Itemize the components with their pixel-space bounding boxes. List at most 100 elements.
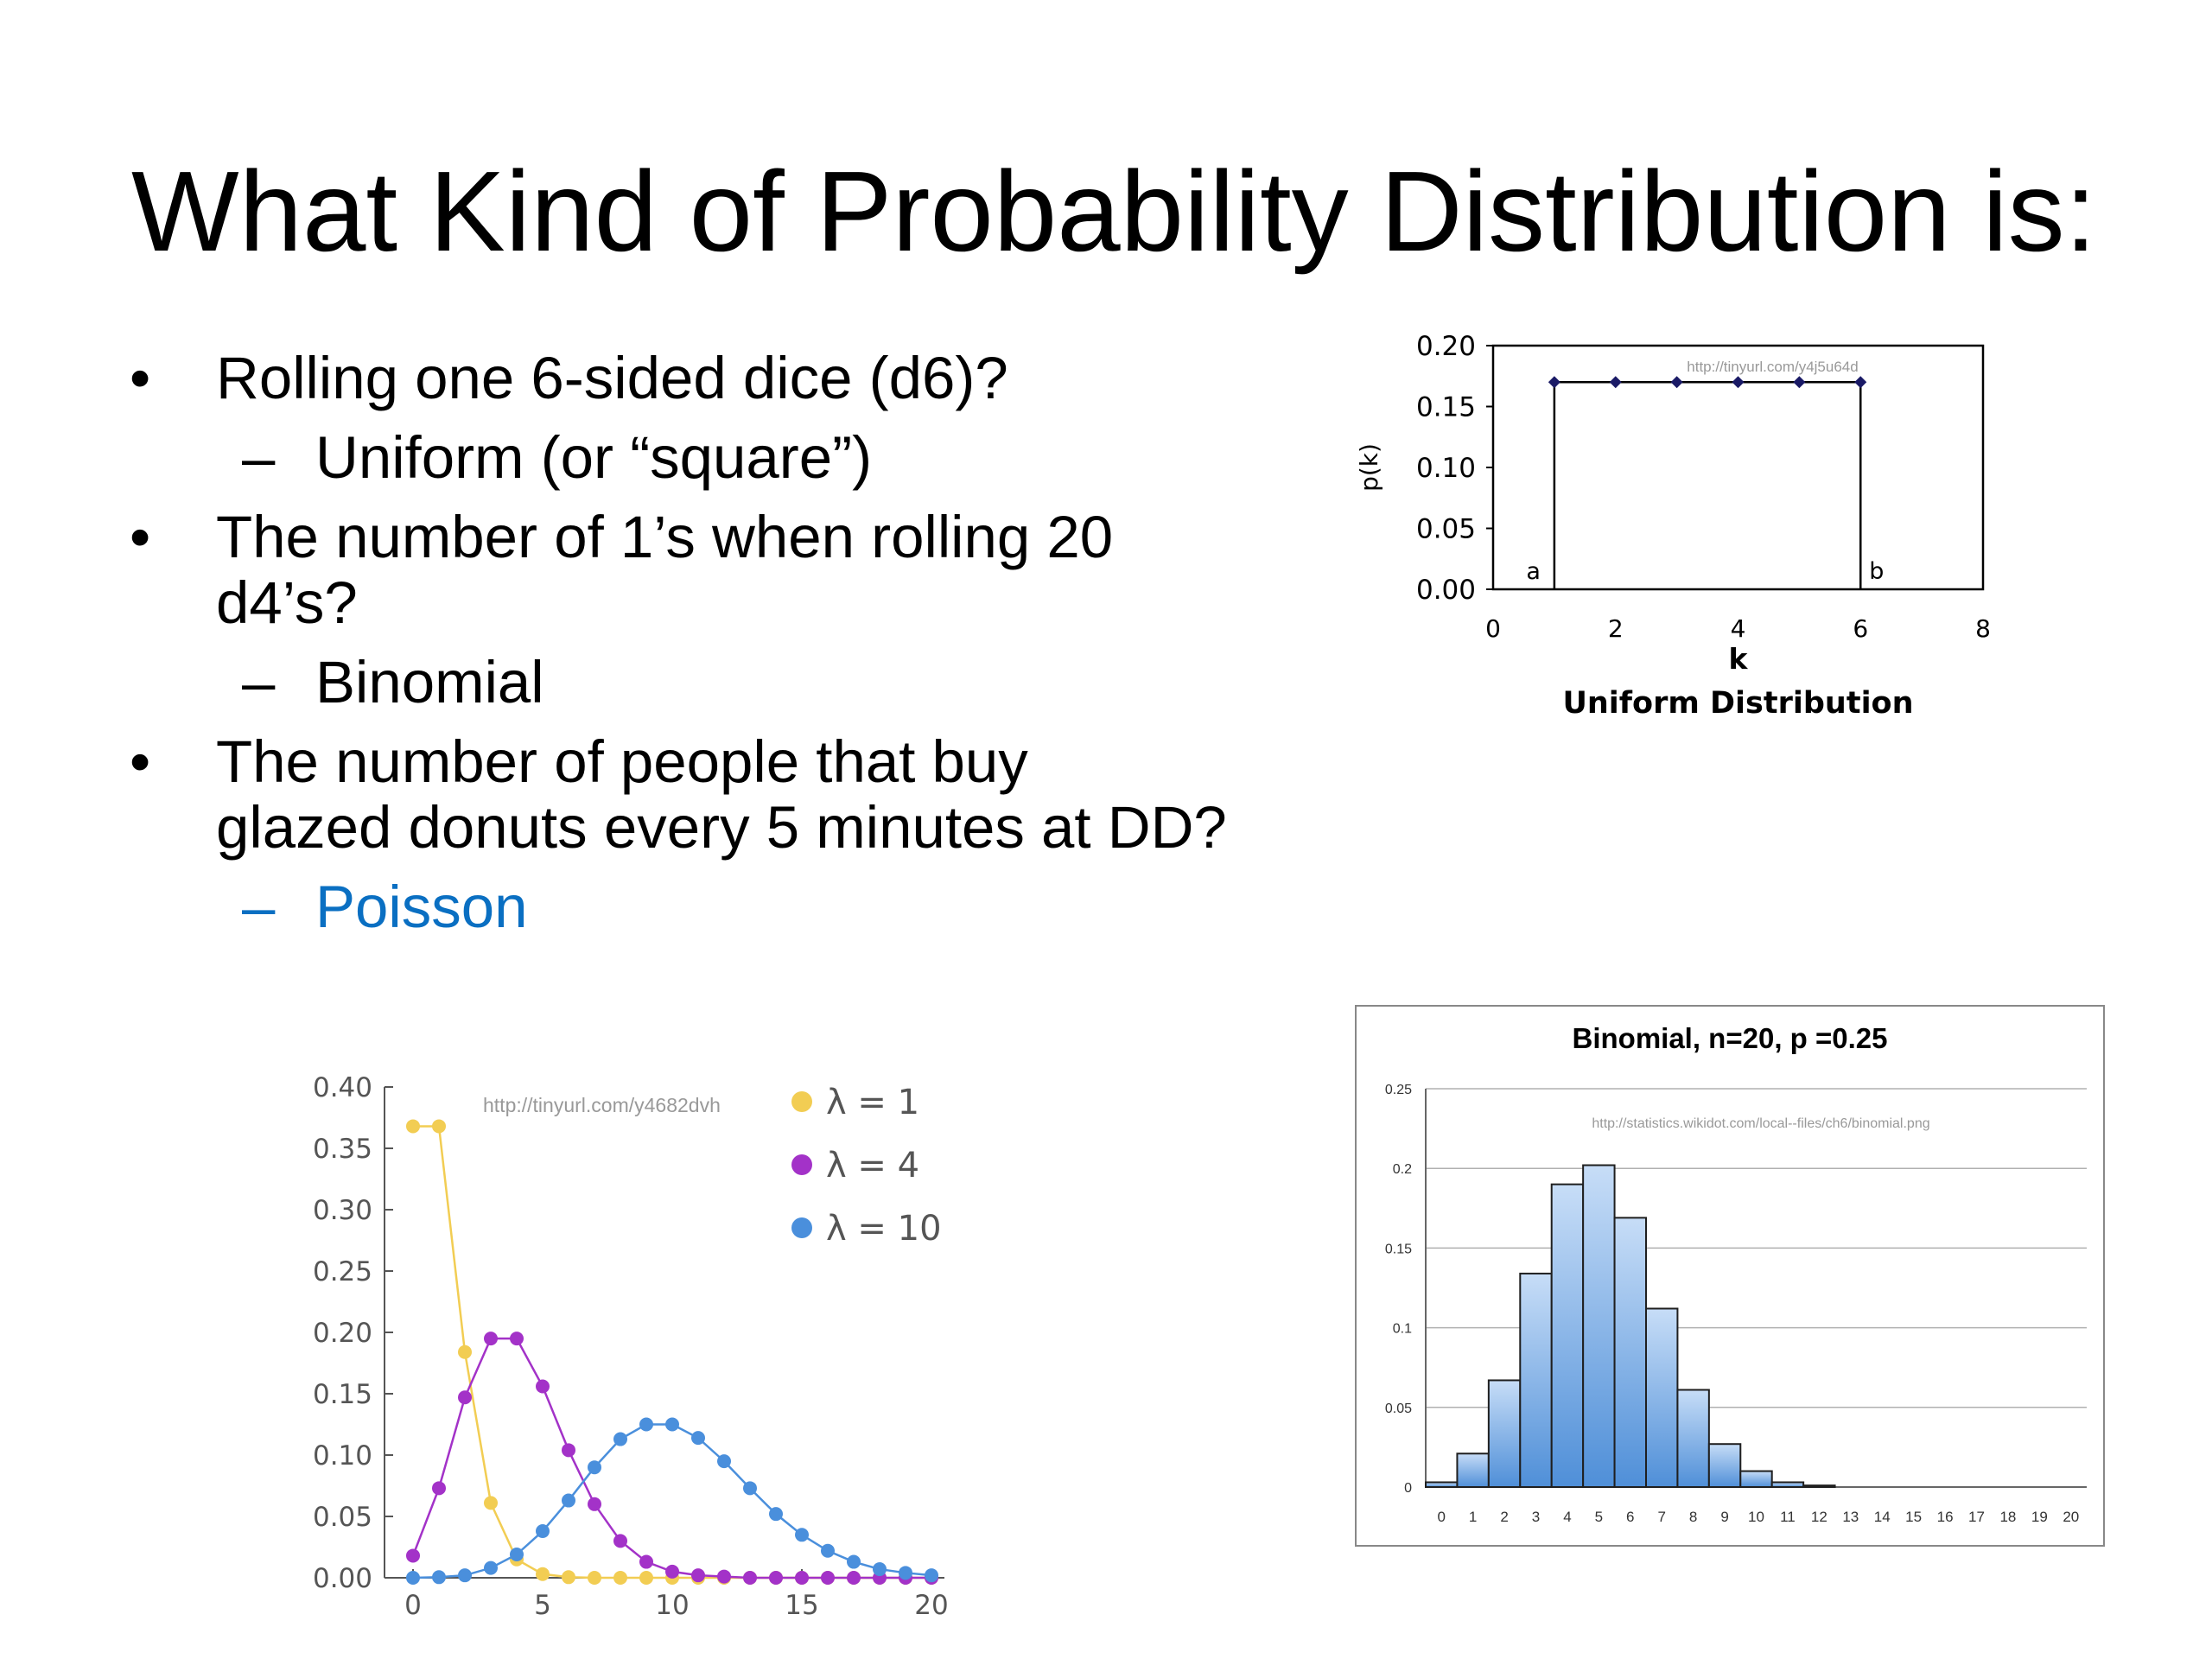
series-point-2 — [691, 1431, 705, 1446]
x-tick-label: 20 — [914, 1590, 948, 1621]
x-tick-label: 5 — [1595, 1509, 1603, 1525]
series-point-1 — [562, 1443, 575, 1458]
series-point-1 — [484, 1332, 498, 1346]
dash-marker: – — [242, 649, 276, 715]
y-tick-label: 0.1 — [1393, 1322, 1412, 1337]
y-tick-label: 0.15 — [313, 1379, 372, 1410]
series-point-2 — [769, 1507, 783, 1522]
x-tick-label: 9 — [1720, 1509, 1728, 1525]
series-point-0 — [562, 1570, 575, 1585]
uniform-point — [1670, 376, 1683, 389]
uniform-point — [1609, 376, 1622, 389]
x-tick-label: 6 — [1626, 1509, 1634, 1525]
chart-title: Binomial, n=20, p =0.25 — [1573, 1022, 1888, 1054]
bullet-donuts-line-1: The number of people that buy — [216, 728, 1028, 795]
x-tick-label: 17 — [1968, 1509, 1985, 1525]
series-point-2 — [510, 1548, 524, 1562]
y-tick-label: 0.25 — [313, 1256, 372, 1287]
uniform-point — [1854, 376, 1867, 389]
legend-marker — [791, 1154, 812, 1175]
answer-uniform-text: Uniform (or “square”) — [315, 424, 873, 491]
series-point-1 — [795, 1571, 809, 1585]
x-tick-label: 8 — [1689, 1509, 1697, 1525]
answer-uniform: – Uniform (or “square”) — [130, 425, 1339, 491]
series-point-1 — [536, 1379, 550, 1394]
legend-label: λ = 1 — [826, 1083, 919, 1122]
series-point-2 — [432, 1570, 446, 1585]
x-tick-label: 10 — [1748, 1509, 1764, 1525]
slide-title: What Kind of Probability Distribution is… — [131, 148, 2097, 275]
bar — [1739, 1470, 1773, 1488]
uniform-point — [1548, 376, 1560, 389]
series-point-2 — [588, 1460, 601, 1475]
x-tick-label: 4 — [1731, 614, 1746, 643]
y-tick-label: 0.00 — [1416, 575, 1476, 606]
series-point-1 — [717, 1569, 731, 1584]
x-axis-label: k — [1729, 642, 1749, 676]
bar — [1550, 1183, 1585, 1488]
series-point-0 — [588, 1571, 601, 1585]
bar — [1676, 1389, 1710, 1488]
legend-label: λ = 4 — [826, 1146, 919, 1185]
binomial-distribution-chart: Binomial, n=20, p =0.25 0 0.05 0.1 0.15 0.2 0.… — [1355, 1005, 2105, 1547]
bullet-marker: • — [130, 504, 151, 570]
bullet-list: • Rolling one 6-sided dice (d6)? – Unifo… — [130, 346, 1339, 954]
bullet-donuts-line-2: glazed donuts every 5 minutes at DD? — [216, 794, 1227, 861]
x-tick-label: 10 — [655, 1590, 689, 1621]
series-point-2 — [484, 1560, 498, 1575]
x-tick-label: 16 — [1937, 1509, 1954, 1525]
series-line-1 — [411, 1337, 931, 1580]
y-tick-label: 0.00 — [313, 1563, 372, 1594]
uniform-distribution-chart: http://tinyurl.com/y4j5u64d 0.00 0.05 0.10 0… — [1355, 333, 1991, 721]
legend-label: λ = 10 — [826, 1209, 942, 1249]
x-tick-label: 11 — [1780, 1509, 1796, 1525]
series-point-1 — [432, 1481, 446, 1496]
series-point-0 — [639, 1571, 653, 1585]
series-point-2 — [795, 1528, 809, 1542]
bullet-d4-line-2: d4’s? — [216, 569, 358, 636]
x-tick-label: 7 — [1657, 1509, 1665, 1525]
dash-marker: – — [242, 874, 276, 940]
series-point-2 — [899, 1566, 912, 1580]
series-point-1 — [691, 1568, 705, 1583]
series-point-2 — [613, 1432, 627, 1446]
uniform-point — [1732, 376, 1745, 389]
y-axis-label: p(k) — [1355, 443, 1383, 492]
series-point-2 — [458, 1568, 472, 1583]
y-tick-label: 0.20 — [313, 1318, 372, 1349]
x-tick-label: 6 — [1853, 614, 1868, 643]
series-point-2 — [717, 1454, 731, 1469]
answer-poisson: – Poisson — [130, 874, 1339, 940]
y-tick-label: 0.10 — [1416, 453, 1476, 484]
bar — [1582, 1164, 1616, 1488]
series-point-2 — [847, 1554, 861, 1569]
poisson-distribution-chart: 0.00 0.05 0.10 0.15 0.20 0.25 0.30 0.35 0.40 0 5 10… — [313, 1072, 949, 1621]
annotation-b: b — [1869, 558, 1884, 585]
series-point-1 — [769, 1571, 783, 1585]
answer-poisson-text: Poisson — [315, 874, 528, 940]
bullet-dice-text: Rolling one 6-sided dice (d6)? — [216, 345, 1008, 411]
y-tick-label: 0.05 — [1385, 1402, 1412, 1416]
x-tick-label: 5 — [534, 1590, 551, 1621]
legend-marker — [791, 1091, 812, 1112]
series-point-1 — [665, 1564, 679, 1579]
series-point-1 — [821, 1571, 835, 1585]
dash-marker: – — [242, 424, 276, 491]
annotation-a: a — [1526, 558, 1541, 585]
series-point-0 — [484, 1496, 498, 1510]
y-tick-label: 0.10 — [313, 1440, 372, 1471]
y-tick-label: 0.25 — [1385, 1083, 1412, 1097]
bar — [1613, 1217, 1648, 1488]
bullet-marker: • — [130, 345, 151, 411]
bullet-d4: • The number of 1’s when rolling 20 d4’s… — [130, 505, 1339, 636]
chart-watermark: http://statistics.wikidot.com/local--fil… — [1592, 1116, 1929, 1131]
y-tick-label: 0 — [1404, 1481, 1412, 1496]
x-tick-label: 18 — [1999, 1509, 2016, 1525]
bullet-donuts: • The number of people that buy glazed d… — [130, 729, 1339, 861]
x-tick-label: 8 — [1975, 614, 1991, 643]
series-point-0 — [432, 1119, 446, 1134]
series-point-2 — [536, 1524, 550, 1539]
bar — [1487, 1379, 1522, 1488]
series-point-1 — [406, 1548, 420, 1563]
bullet-d4-line-1: The number of 1’s when rolling 20 — [216, 504, 1114, 570]
